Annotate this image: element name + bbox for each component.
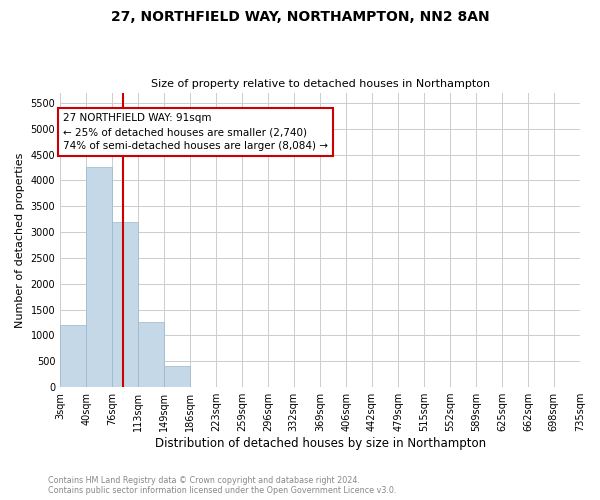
Text: 27 NORTHFIELD WAY: 91sqm
← 25% of detached houses are smaller (2,740)
74% of sem: 27 NORTHFIELD WAY: 91sqm ← 25% of detach… [63,113,328,151]
Bar [138,322,164,387]
Text: 27, NORTHFIELD WAY, NORTHAMPTON, NN2 8AN: 27, NORTHFIELD WAY, NORTHAMPTON, NN2 8AN [110,10,490,24]
Bar [86,168,112,387]
Bar [112,222,138,387]
Bar [164,366,190,387]
Title: Size of property relative to detached houses in Northampton: Size of property relative to detached ho… [151,79,490,89]
Y-axis label: Number of detached properties: Number of detached properties [15,152,25,328]
Bar [60,325,86,387]
Text: Contains HM Land Registry data © Crown copyright and database right 2024.
Contai: Contains HM Land Registry data © Crown c… [48,476,397,495]
X-axis label: Distribution of detached houses by size in Northampton: Distribution of detached houses by size … [155,437,485,450]
